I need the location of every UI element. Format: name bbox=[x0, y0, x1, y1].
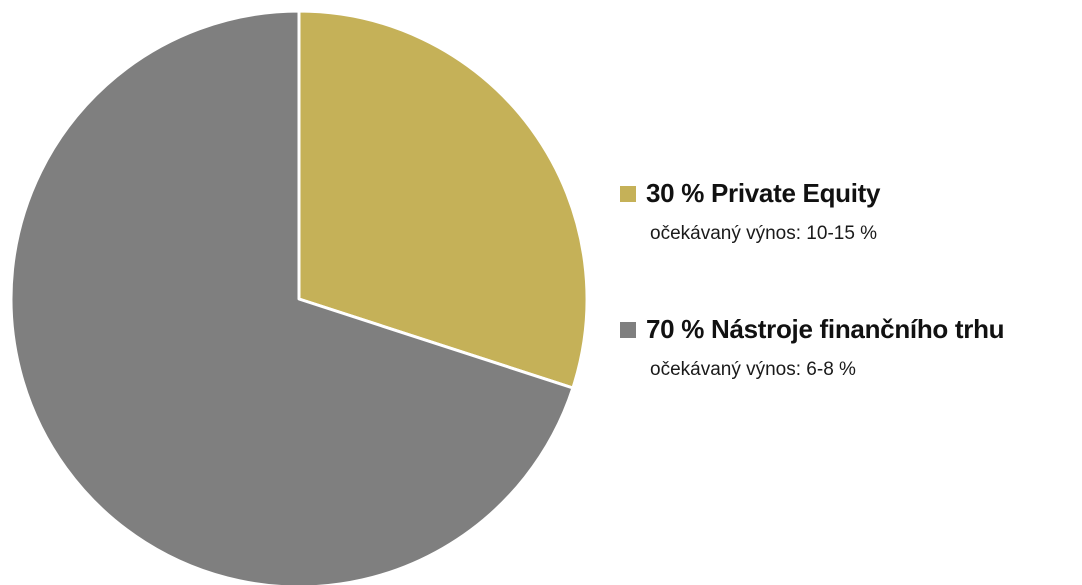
legend-item-financial-market: 70 % Nástroje finančního trhu očekávaný … bbox=[620, 314, 1080, 381]
legend-sublabel-financial-market: očekávaný výnos: 6-8 % bbox=[650, 359, 856, 380]
legend-swatch-financial-market bbox=[620, 321, 636, 338]
pie-slice-private-equity bbox=[297, 9, 589, 390]
pie-chart bbox=[9, 9, 589, 585]
legend-sublabel-private-equity: očekávaný výnos: 10-15 % bbox=[650, 223, 878, 244]
legend-swatch-private-equity bbox=[620, 185, 636, 202]
legend-label-financial-market: 70 % Nástroje finančního trhu bbox=[646, 314, 1005, 344]
legend-item-private-equity: 30 % Private Equity očekávaný výnos: 10-… bbox=[620, 178, 1080, 245]
pie-slice-financial-market bbox=[9, 9, 575, 585]
legend-label-private-equity: 30 % Private Equity bbox=[646, 178, 881, 208]
